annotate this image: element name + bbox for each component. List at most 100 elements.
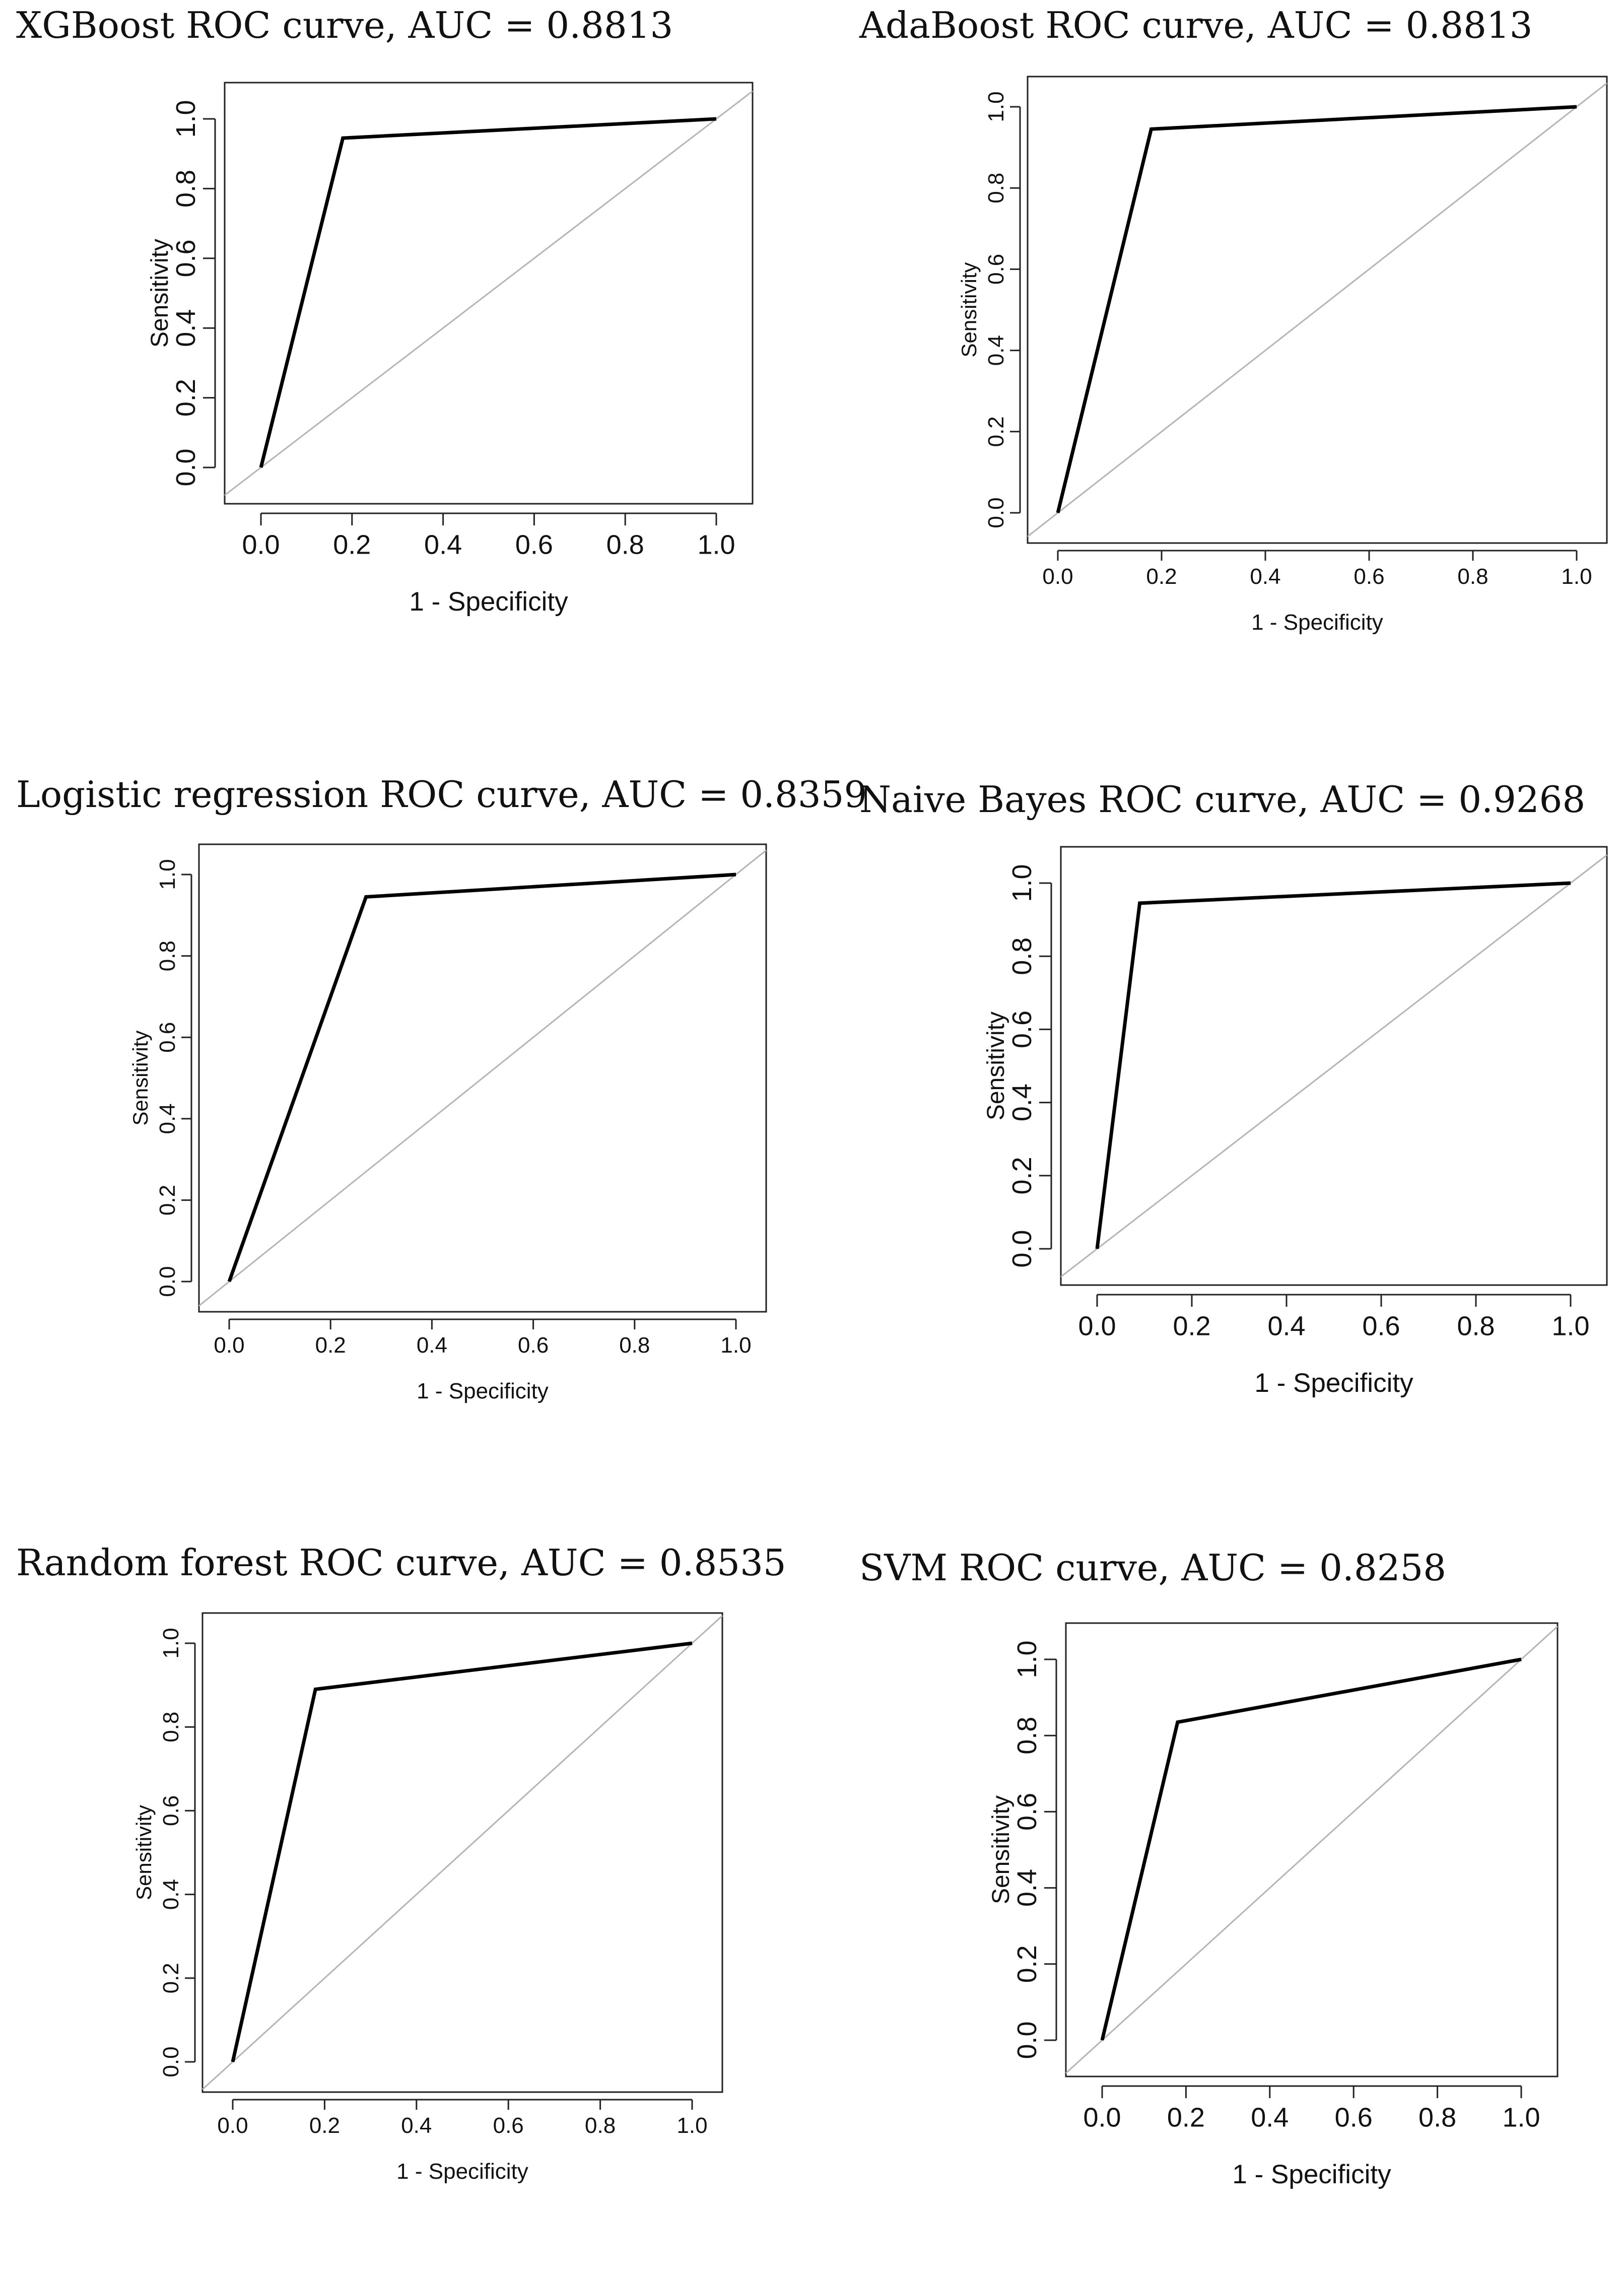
y-tick-label: 0.8 — [159, 1712, 183, 1742]
chart-title: XGBoost ROC curve, AUC = 0.8813 — [16, 4, 673, 46]
y-tick-label: 0.6 — [1012, 1793, 1042, 1831]
x-tick-label: 0.0 — [217, 2113, 248, 2138]
reference-diagonal-line — [1027, 82, 1607, 538]
x-tick-label: 0.2 — [1173, 1311, 1210, 1341]
roc-chart-svm: 0.0 0.2 0.4 0.6 0.8 1.0 1 - Specificity 0.0 0.2 0… — [988, 1622, 1559, 2189]
y-tick-label: 0.2 — [1007, 1157, 1037, 1194]
y-tick-label: 0.8 — [155, 941, 180, 971]
x-tick-label: 0.4 — [424, 530, 462, 560]
y-tick-label: 0.6 — [155, 1022, 180, 1053]
plot-frame — [1060, 846, 1608, 1286]
plot-frame — [201, 1612, 723, 2093]
x-tick-label: 1.0 — [697, 530, 735, 560]
reference-diagonal-line — [1065, 1626, 1559, 2074]
y-axis-label: Sensitivity — [983, 1012, 1009, 1120]
y-tick-label: 0.8 — [171, 170, 201, 208]
chart-title: Naive Bayes ROC curve, AUC = 0.9268 — [859, 778, 1586, 821]
x-tick-label: 1.0 — [676, 2113, 707, 2138]
plot-frame — [224, 82, 754, 505]
x-tick-label: 0.2 — [1146, 564, 1177, 589]
y-tick-label: 1.0 — [1007, 864, 1037, 902]
reference-diagonal-line — [1060, 854, 1607, 1278]
y-tick-label: 0.4 — [1007, 1084, 1037, 1121]
roc-chart-logistic-regression: 0.0 0.2 0.4 0.6 0.8 1.0 1 - Specificity 0.0 0.2 0… — [128, 843, 767, 1403]
x-tick-label: 0.6 — [1354, 564, 1384, 589]
y-axis-label: Sensitivity — [957, 262, 981, 357]
plot-frame — [198, 843, 767, 1313]
y-tick-label: 0.0 — [159, 2046, 183, 2077]
roc-curve-line — [227, 873, 736, 1283]
roc-chart-adaboost: 0.0 0.2 0.4 0.6 0.8 1.0 1 - Specificity 0.0 0.2 0… — [957, 76, 1608, 635]
x-tick-label: 0.6 — [515, 530, 553, 560]
y-tick-label: 0.2 — [155, 1185, 180, 1216]
x-tick-label: 0.6 — [493, 2113, 524, 2138]
y-tick-label: 0.4 — [984, 335, 1008, 366]
y-tick-label: 0.4 — [1012, 1869, 1042, 1907]
y-tick-label: 0.4 — [155, 1103, 180, 1134]
chart-title: Logistic regression ROC curve, AUC = 0.8… — [16, 773, 867, 816]
y-tick-label: 0.8 — [1007, 937, 1037, 975]
y-tick-label: 0.6 — [1007, 1011, 1037, 1048]
x-tick-label: 0.2 — [1167, 2103, 1205, 2133]
x-axis-label: 1 - Specificity — [396, 2159, 528, 2184]
x-tick-label: 0.4 — [1250, 564, 1280, 589]
x-tick-label: 0.6 — [1335, 2103, 1373, 2133]
y-tick-label: 0.6 — [171, 239, 201, 277]
y-tick-label: 0.2 — [159, 1963, 183, 1993]
roc-chart-naive-bayes: 0.0 0.2 0.4 0.6 0.8 1.0 1 - Specificity 0.0 0.2 0… — [983, 846, 1608, 1398]
reference-diagonal-line — [201, 1615, 723, 2090]
x-axis-label: 1 - Specificity — [409, 587, 568, 617]
x-tick-label: 0.8 — [619, 1333, 650, 1358]
x-tick-label: 0.4 — [401, 2113, 432, 2138]
x-tick-label: 1.0 — [1551, 1311, 1589, 1341]
y-tick-label: 1.0 — [171, 100, 201, 138]
x-tick-label: 0.8 — [585, 2113, 616, 2138]
reference-diagonal-line — [224, 90, 753, 496]
y-tick-label: 0.6 — [159, 1795, 183, 1826]
y-axis-label: Sensitivity — [132, 1805, 156, 1900]
y-tick-label: 0.4 — [159, 1879, 183, 1910]
x-tick-label: 0.8 — [1457, 564, 1488, 589]
x-tick-label: 0.8 — [606, 530, 644, 560]
x-tick-label: 1.0 — [720, 1333, 751, 1358]
x-tick-label: 1.0 — [1561, 564, 1592, 589]
x-axis-label: 1 - Specificity — [1251, 610, 1383, 635]
x-tick-label: 0.8 — [1418, 2103, 1456, 2133]
y-tick-label: 0.8 — [984, 173, 1008, 204]
x-tick-label: 0.0 — [1042, 564, 1073, 589]
y-tick-label: 1.0 — [1012, 1640, 1042, 1678]
plot-frame — [1027, 76, 1608, 544]
chart-title: SVM ROC curve, AUC = 0.8258 — [859, 1547, 1447, 1589]
x-tick-label: 0.6 — [1362, 1311, 1400, 1341]
y-axis-label: Sensitivity — [147, 239, 173, 348]
y-tick-label: 0.0 — [171, 448, 201, 486]
y-tick-label: 0.0 — [1007, 1230, 1037, 1267]
x-tick-label: 0.0 — [1078, 1311, 1116, 1341]
roc-chart-random-forest: 0.0 0.2 0.4 0.6 0.8 1.0 1 - Specificity 0.0 0.2 0… — [132, 1612, 723, 2184]
roc-curve-line — [1095, 881, 1571, 1249]
y-tick-label: 0.2 — [171, 379, 201, 417]
y-tick-label: 0.0 — [984, 497, 1008, 528]
y-axis-label: Sensitivity — [988, 1795, 1014, 1904]
reference-diagonal-line — [198, 849, 767, 1307]
y-axis-label: Sensitivity — [128, 1030, 152, 1125]
y-tick-label: 0.6 — [984, 254, 1008, 285]
y-tick-label: 1.0 — [984, 91, 1008, 122]
x-tick-label: 0.2 — [315, 1333, 346, 1358]
chart-title: Random forest ROC curve, AUC = 0.8535 — [16, 1541, 786, 1584]
roc-curve-line — [231, 1641, 693, 2062]
y-tick-label: 0.2 — [984, 416, 1008, 447]
roc-curve-line — [1056, 105, 1577, 513]
x-tick-label: 0.4 — [1267, 1311, 1305, 1341]
roc-curve-line — [1100, 1657, 1522, 2041]
x-tick-label: 0.0 — [242, 530, 280, 560]
x-axis-label: 1 - Specificity — [417, 1379, 549, 1403]
x-tick-label: 0.2 — [309, 2113, 340, 2138]
y-tick-label: 1.0 — [159, 1628, 183, 1658]
y-tick-label: 1.0 — [155, 859, 180, 890]
x-tick-label: 0.2 — [333, 530, 371, 560]
x-tick-label: 0.0 — [1083, 2103, 1121, 2133]
y-tick-label: 0.8 — [1012, 1717, 1042, 1755]
x-axis-label: 1 - Specificity — [1254, 1368, 1413, 1398]
roc-chart-xgboost: 0.0 0.2 0.4 0.6 0.8 1.0 1 - Specificity 0.0 0.2 0… — [147, 82, 754, 617]
